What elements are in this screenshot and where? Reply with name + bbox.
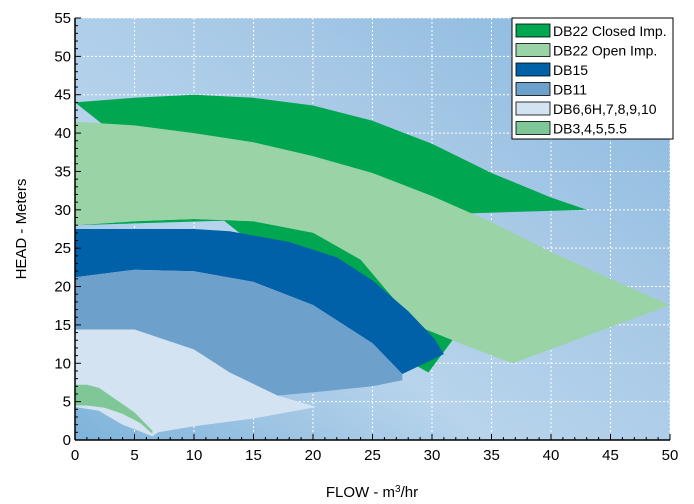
legend-swatch (515, 62, 551, 77)
legend-label: DB3,4,5,5.5 (553, 121, 627, 137)
region-db3-4-5-5-5 (75, 384, 153, 434)
region-db6-6h-7-8-9-10 (75, 329, 317, 437)
legend: DB22 Closed Imp. DB22 Open Imp. DB15 DB11 DB… (511, 17, 674, 140)
legend-label: DB11 (553, 82, 587, 98)
x-tick-label: 30 (424, 447, 441, 464)
region-db22-open-imp (75, 121, 670, 364)
y-tick-label: 40 (54, 125, 71, 142)
y-tick-label: 55 (54, 10, 71, 27)
legend-swatch (515, 23, 551, 38)
x-tick-label: 10 (186, 447, 203, 464)
x-tick-label: 35 (483, 447, 500, 464)
legend-label: DB22 Closed Imp. (553, 23, 667, 39)
y-tick-label: 45 (54, 87, 71, 104)
x-tick-label: 20 (305, 447, 322, 464)
y-tick-label: 15 (54, 317, 71, 334)
y-tick-label: 30 (54, 202, 71, 219)
x-tick-label: 50 (662, 447, 679, 464)
legend-label: DB6,6H,7,8,9,10 (553, 101, 657, 117)
x-tick-label: 0 (71, 447, 79, 464)
region-db11 (75, 269, 403, 396)
y-tick-label: 25 (54, 240, 71, 257)
legend-label: DB22 Open Imp. (553, 43, 657, 59)
y-tick-label: 20 (54, 279, 71, 296)
y-tick-label: 5 (63, 394, 71, 411)
legend-swatch (515, 82, 551, 96)
y-tick-label: 50 (54, 48, 71, 65)
region-group (75, 94, 670, 437)
legend-swatch (515, 121, 551, 135)
y-tick-label: 10 (54, 355, 71, 372)
x-tick-label: 40 (543, 447, 560, 464)
x-axis-title: FLOW - m3/hr (326, 484, 418, 502)
region-db15 (75, 229, 444, 374)
x-tick-label: 45 (602, 447, 619, 464)
legend-label: DB15 (553, 62, 588, 78)
legend-swatch (515, 101, 551, 116)
x-tick-label: 5 (130, 447, 138, 464)
y-tick-label: 35 (54, 163, 71, 180)
axes: 0 5 10 15 20 25 30 35 40 45 50 0 5 10 15 20 25 30 35 40 45 50… (54, 10, 678, 464)
x-tick-label: 25 (364, 447, 381, 464)
x-tick-label: 15 (245, 447, 262, 464)
legend-box (511, 17, 674, 140)
legend-swatch (515, 43, 551, 57)
y-axis-title: HEAD - Meters (13, 179, 30, 280)
y-tick-label: 0 (63, 432, 71, 449)
